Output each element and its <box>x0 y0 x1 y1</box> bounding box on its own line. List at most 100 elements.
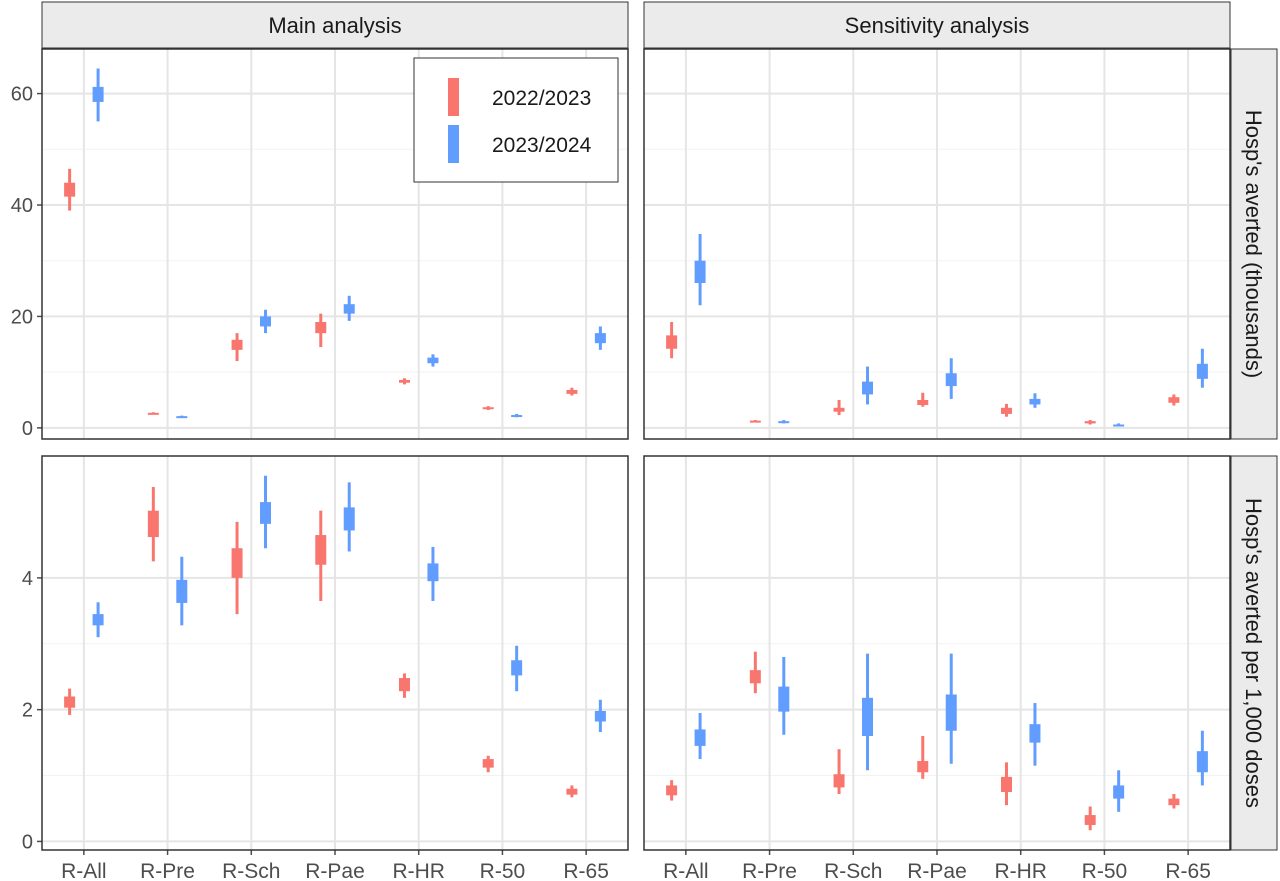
interval-2023-r-pae-50 <box>945 694 957 731</box>
interval-2022-r-all-50 <box>666 335 678 349</box>
interval-2023-r-pre <box>778 656 790 735</box>
x-tick-label: R-Pae <box>907 860 967 881</box>
interval-2022-r-65-50 <box>1168 798 1180 806</box>
interval-2022-r-50 <box>482 755 494 773</box>
row-strip-thousands: Hosp's averted (thousands) <box>1230 48 1278 440</box>
interval-2022-r-50-50 <box>1084 815 1096 825</box>
interval-2022-r-pre-50 <box>147 510 159 538</box>
interval-2023-r-hr <box>1029 703 1041 766</box>
interval-2023-r-65 <box>1196 730 1208 786</box>
x-tick-label: R-HR <box>994 860 1047 881</box>
interval-2022-r-sch <box>231 333 243 361</box>
interval-2023-r-sch <box>862 366 874 405</box>
x-tick-label: R-50 <box>480 860 526 881</box>
interval-2022-r-sch <box>833 749 845 794</box>
interval-2023-r-65-50 <box>594 710 606 722</box>
interval-2023-r-sch-50 <box>862 381 874 395</box>
interval-2022-r-pae-50 <box>917 761 929 773</box>
interval-2022-r-65 <box>566 387 578 396</box>
interval-2023-r-all <box>92 68 104 122</box>
x-tick-label: R-65 <box>563 860 609 881</box>
interval-2023-r-pae <box>343 482 355 552</box>
interval-2023-r-pre-50 <box>176 416 188 419</box>
interval-2023-r-all-50 <box>92 614 104 626</box>
interval-2022-r-50-50 <box>482 759 494 768</box>
interval-2023-r-sch <box>862 653 874 771</box>
interval-2022-r-65-50 <box>1168 397 1180 403</box>
legend-label-2023: 2023/2024 <box>492 134 592 157</box>
y-tick-label: 0 <box>22 831 33 853</box>
column-strip-main: Main analysis <box>41 1 629 49</box>
interval-2022-r-sch-50 <box>231 548 243 578</box>
interval-2022-r-pae-50 <box>315 535 327 565</box>
interval-2022-r-65 <box>1168 793 1180 809</box>
interval-2022-r-all <box>64 168 76 211</box>
interval-2023-r-50 <box>511 645 523 692</box>
x-tick-label: R-Sch <box>222 860 280 881</box>
x-tick-label: R-Pre <box>742 860 797 881</box>
interval-2023-r-pae-50 <box>343 304 355 314</box>
interval-2022-r-hr-50 <box>398 379 410 383</box>
row-strip-per-dose: Hosp's averted per 1,000 doses <box>1230 455 1278 851</box>
interval-2023-r-pre-50 <box>778 421 790 424</box>
panel-thousands-sensitivity <box>643 48 1231 440</box>
legend-key-2023 <box>448 125 459 163</box>
interval-2022-r-50 <box>1084 420 1096 425</box>
interval-2023-r-pre <box>176 415 188 419</box>
panel-per-dose-sensitivity: R-All R-Pre R-Sch R-Pae R-HR R-50 R-65 <box>643 455 1231 881</box>
interval-2022-r-all <box>666 780 678 801</box>
interval-2023-r-sch-50 <box>862 697 874 737</box>
panel-per-dose-main: 0 2 4 R-All R-Pre R-Sch R-Pae R-HR R-50 R-65 <box>22 455 629 881</box>
x-tick-label: R-50 <box>1082 860 1128 881</box>
interval-2022-r-pre-50 <box>749 670 761 684</box>
interval-2022-r-all <box>666 322 678 359</box>
interval-2023-r-50 <box>1113 770 1125 812</box>
interval-2023-r-pre-50 <box>778 686 790 712</box>
interval-2022-r-hr <box>398 673 410 698</box>
interval-2022-r-all-50 <box>64 182 76 197</box>
interval-2023-r-65-50 <box>1196 751 1208 773</box>
interval-2023-r-50-50 <box>1113 785 1125 799</box>
interval-2023-r-all-50 <box>92 86 104 102</box>
y-tick-label: 0 <box>22 418 33 440</box>
interval-2022-r-sch-50 <box>833 407 845 412</box>
interval-2023-r-50-50 <box>511 660 523 676</box>
y-tick-label: 40 <box>11 195 33 217</box>
interval-2022-r-65 <box>566 785 578 798</box>
interval-2022-r-hr-50 <box>1000 776 1012 793</box>
interval-2023-r-sch-50 <box>260 316 272 327</box>
column-strip-sensitivity: Sensitivity analysis <box>643 1 1231 49</box>
interval-2022-r-pae <box>315 313 327 348</box>
x-tick-label: R-Pre <box>140 860 195 881</box>
interval-2022-r-pre <box>749 420 761 423</box>
interval-2023-r-all-50 <box>694 729 706 746</box>
x-tick-label: R-Pae <box>305 860 365 881</box>
interval-2023-r-hr <box>427 546 439 601</box>
legend-box <box>413 57 619 183</box>
interval-2022-r-sch-50 <box>231 339 243 350</box>
y-tick-label: 60 <box>11 84 33 106</box>
interval-2023-r-sch-50 <box>260 502 272 524</box>
interval-2023-r-hr <box>427 354 439 367</box>
y-tick-label: 2 <box>22 700 33 722</box>
interval-2022-r-65 <box>1168 394 1180 406</box>
interval-2022-r-all-50 <box>666 785 678 796</box>
interval-2023-r-hr-50 <box>1029 724 1041 743</box>
interval-2023-r-65 <box>594 326 606 350</box>
interval-2023-r-pae-50 <box>945 373 957 387</box>
legend-key-2022 <box>448 78 459 116</box>
interval-2022-r-hr-50 <box>398 678 410 692</box>
interval-2023-r-pre <box>176 556 188 626</box>
interval-2022-r-pre <box>147 486 159 562</box>
legend: 2022/2023 2023/2024 <box>413 57 619 183</box>
interval-2023-r-pae <box>945 653 957 764</box>
interval-2023-r-65 <box>594 699 606 733</box>
interval-2023-r-hr <box>1029 393 1041 408</box>
interval-2023-r-all <box>92 602 104 638</box>
interval-2022-r-all-50 <box>64 696 76 708</box>
interval-2023-r-65-50 <box>594 333 606 344</box>
x-tick-label: R-Sch <box>824 860 882 881</box>
interval-2022-r-hr-50 <box>1000 407 1012 414</box>
panel-border <box>41 48 629 440</box>
